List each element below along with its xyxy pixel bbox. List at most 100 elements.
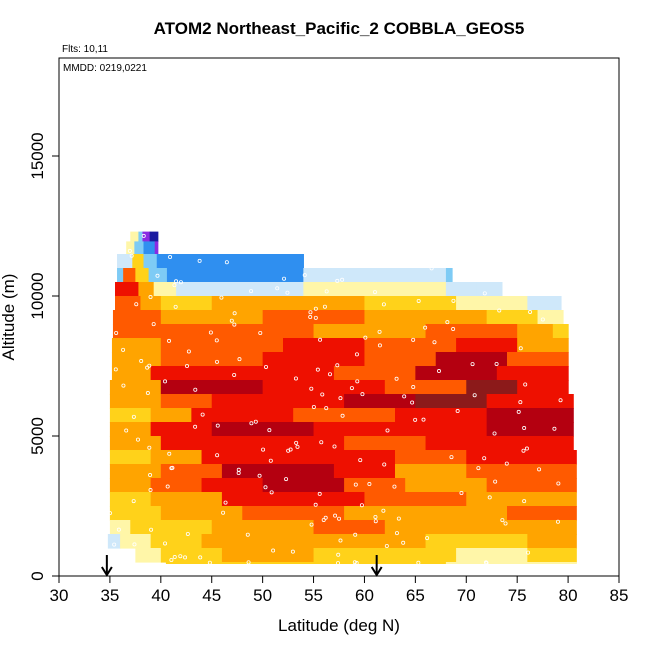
heatmap-cell-145	[165, 562, 447, 564]
sample-point-149	[313, 502, 318, 507]
heatmap-cell-20	[138, 282, 155, 297]
sample-point-63	[214, 359, 219, 364]
heatmap-cell-38	[486, 310, 539, 325]
heatmap-cell-115	[221, 492, 366, 507]
heatmap-cell-47	[160, 338, 284, 353]
y-axis: 0 5000 10000 15000	[28, 132, 60, 581]
sample-point-27	[313, 306, 318, 311]
heatmap-cell-143	[476, 548, 528, 563]
heatmap-cell-137	[135, 548, 162, 563]
sample-point-72	[436, 369, 441, 374]
sample-point-183	[172, 555, 177, 560]
heatmap-cell-88	[109, 436, 162, 451]
sample-point-160	[381, 508, 386, 513]
x-tick-label-2: 40	[151, 586, 170, 605]
sample-point-197	[336, 561, 341, 566]
x-tick-label-1: 35	[100, 586, 119, 605]
sample-point-172	[116, 527, 121, 532]
heatmap-cell-131	[120, 534, 152, 549]
heatmap-cell-65	[160, 380, 264, 395]
sample-point-123	[268, 458, 273, 463]
sample-point-170	[503, 521, 508, 526]
heatmap-cell-135	[425, 534, 528, 549]
sample-point-12	[155, 273, 160, 278]
sample-point-86	[338, 396, 343, 401]
sample-point-162	[107, 511, 112, 516]
heatmap-cell-108	[201, 478, 264, 493]
heatmap-cell-23	[221, 282, 304, 297]
heatmap-cell-133	[201, 534, 325, 549]
heatmap-cell-1	[138, 231, 144, 242]
heatmap-cell-18	[445, 268, 453, 283]
sample-point-100	[200, 412, 205, 417]
heatmap-cell-142	[456, 548, 478, 563]
sample-point-173	[394, 531, 399, 536]
x-tick-label-6: 60	[355, 586, 374, 605]
sample-point-29	[416, 298, 421, 303]
heatmap-cell-128	[384, 520, 488, 535]
sample-point-8	[340, 277, 345, 282]
sample-point-21	[148, 295, 153, 300]
heatmap-cell-66	[262, 380, 386, 395]
sample-point-122	[358, 458, 363, 463]
heatmap-cell-132	[150, 534, 203, 549]
sample-point-14	[275, 286, 280, 291]
sample-point-51	[518, 346, 523, 351]
sample-point-83	[523, 382, 528, 387]
sample-point-133	[257, 473, 262, 478]
sample-point-187	[178, 554, 183, 559]
sample-point-66	[394, 376, 399, 381]
heatmap-cell-56	[435, 352, 508, 367]
sample-point-94	[340, 413, 345, 418]
sample-point-92	[410, 400, 415, 405]
sample-point-157	[333, 513, 338, 518]
sample-point-134	[537, 467, 542, 472]
sample-point-26	[173, 304, 178, 309]
y-tick-label-1: 5000	[28, 417, 47, 455]
heatmap-cell-146	[445, 562, 472, 564]
heatmap-cell-67	[384, 380, 467, 395]
heatmap-cell-33	[527, 296, 562, 311]
heatmap-cell-127	[313, 520, 386, 535]
heatmap-cell-139	[221, 548, 315, 563]
sample-point-139	[263, 485, 268, 490]
sample-point-175	[245, 532, 250, 537]
heatmap-cell-10	[143, 254, 158, 269]
sample-point-167	[555, 519, 560, 524]
sample-point-44	[232, 322, 237, 327]
heatmap-cell-5	[134, 241, 145, 255]
sample-point-169	[500, 518, 505, 523]
heatmap-cell-78	[191, 408, 294, 423]
heatmap-cell-30	[211, 296, 366, 311]
sample-point-191	[290, 549, 295, 554]
sample-point-140	[367, 482, 372, 487]
sample-point-98	[413, 417, 418, 422]
sample-point-82	[411, 385, 416, 390]
sample-point-113	[294, 440, 299, 445]
heatmap-cell-60	[232, 366, 335, 381]
sample-point-95	[516, 409, 521, 414]
heatmap-cell-80	[395, 408, 488, 423]
heatmap-cell-4	[126, 241, 135, 255]
heatmap-cell-106	[109, 478, 152, 493]
sample-point-39	[451, 327, 456, 332]
heatmap-cell-14	[135, 268, 150, 283]
sample-point-68	[327, 372, 332, 377]
sample-point-43	[423, 325, 428, 330]
heatmap-cell-104	[395, 464, 467, 479]
sample-point-179	[163, 541, 168, 546]
heatmap-cell-111	[405, 478, 488, 493]
heatmap-cell-41	[181, 324, 315, 339]
heatmap-cell-81	[486, 408, 574, 423]
heatmap-cell-101	[160, 464, 223, 479]
sample-point-120	[167, 451, 172, 456]
sample-point-75	[145, 391, 150, 396]
sample-point-88	[360, 392, 365, 397]
heatmap-cell-7	[154, 241, 159, 255]
sample-point-171	[373, 519, 378, 524]
sample-point-60	[335, 363, 340, 368]
heatmap-cell-129	[486, 520, 577, 535]
sample-point-193	[484, 561, 489, 566]
heatmap-cell-37	[364, 310, 488, 325]
sample-point-190	[526, 550, 531, 555]
